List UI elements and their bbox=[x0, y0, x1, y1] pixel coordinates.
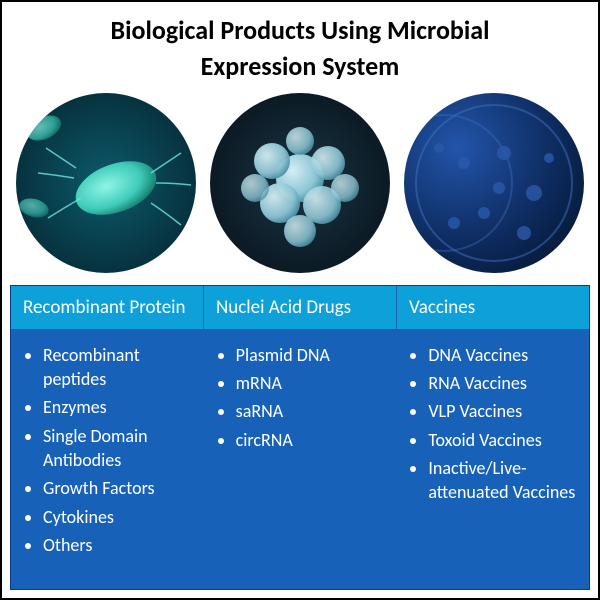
list-item: Recombinant peptides bbox=[43, 343, 196, 392]
cell-recombinant: Recombinant peptides Enzymes Single Doma… bbox=[11, 329, 204, 589]
list-item: Others bbox=[43, 533, 196, 557]
list-item: DNA Vaccines bbox=[428, 343, 581, 367]
title-line-1: Biological Products Using Microbial bbox=[10, 12, 590, 48]
list-item: VLP Vaccines bbox=[428, 399, 581, 423]
list-item: mRNA bbox=[236, 371, 389, 395]
microbe-image-2 bbox=[210, 93, 390, 273]
list-item: Toxoid Vaccines bbox=[428, 428, 581, 452]
header-vaccines: Vaccines bbox=[397, 286, 589, 329]
list-item: Plasmid DNA bbox=[236, 343, 389, 367]
image-row bbox=[10, 93, 590, 273]
list-vaccines: DNA Vaccines RNA Vaccines VLP Vaccines T… bbox=[410, 343, 581, 505]
header-nucleic: Nuclei Acid Drugs bbox=[204, 286, 397, 329]
list-item: RNA Vaccines bbox=[428, 371, 581, 395]
cell-nucleic: Plasmid DNA mRNA saRNA circRNA bbox=[204, 329, 397, 589]
list-item: Enzymes bbox=[43, 395, 196, 419]
table-header-row: Recombinant Protein Nuclei Acid Drugs Va… bbox=[11, 286, 589, 329]
list-item: Single Domain Antibodies bbox=[43, 424, 196, 473]
table-body-row: Recombinant peptides Enzymes Single Doma… bbox=[11, 329, 589, 589]
list-item: saRNA bbox=[236, 399, 389, 423]
infographic-container: Biological Products Using Microbial Expr… bbox=[0, 0, 600, 600]
list-item: Cytokines bbox=[43, 505, 196, 529]
list-nucleic: Plasmid DNA mRNA saRNA circRNA bbox=[218, 343, 389, 452]
cell-vaccines: DNA Vaccines RNA Vaccines VLP Vaccines T… bbox=[396, 329, 589, 589]
header-recombinant: Recombinant Protein bbox=[11, 286, 204, 329]
microbe-image-3 bbox=[404, 93, 584, 273]
list-recombinant: Recombinant peptides Enzymes Single Doma… bbox=[25, 343, 196, 557]
microbe-image-1 bbox=[16, 93, 196, 273]
page-title: Biological Products Using Microbial Expr… bbox=[10, 12, 590, 85]
title-line-2: Expression System bbox=[10, 48, 590, 84]
categories-table: Recombinant Protein Nuclei Acid Drugs Va… bbox=[10, 285, 590, 590]
list-item: circRNA bbox=[236, 428, 389, 452]
list-item: Growth Factors bbox=[43, 476, 196, 500]
list-item: Inactive/Live-attenuated Vaccines bbox=[428, 456, 581, 505]
